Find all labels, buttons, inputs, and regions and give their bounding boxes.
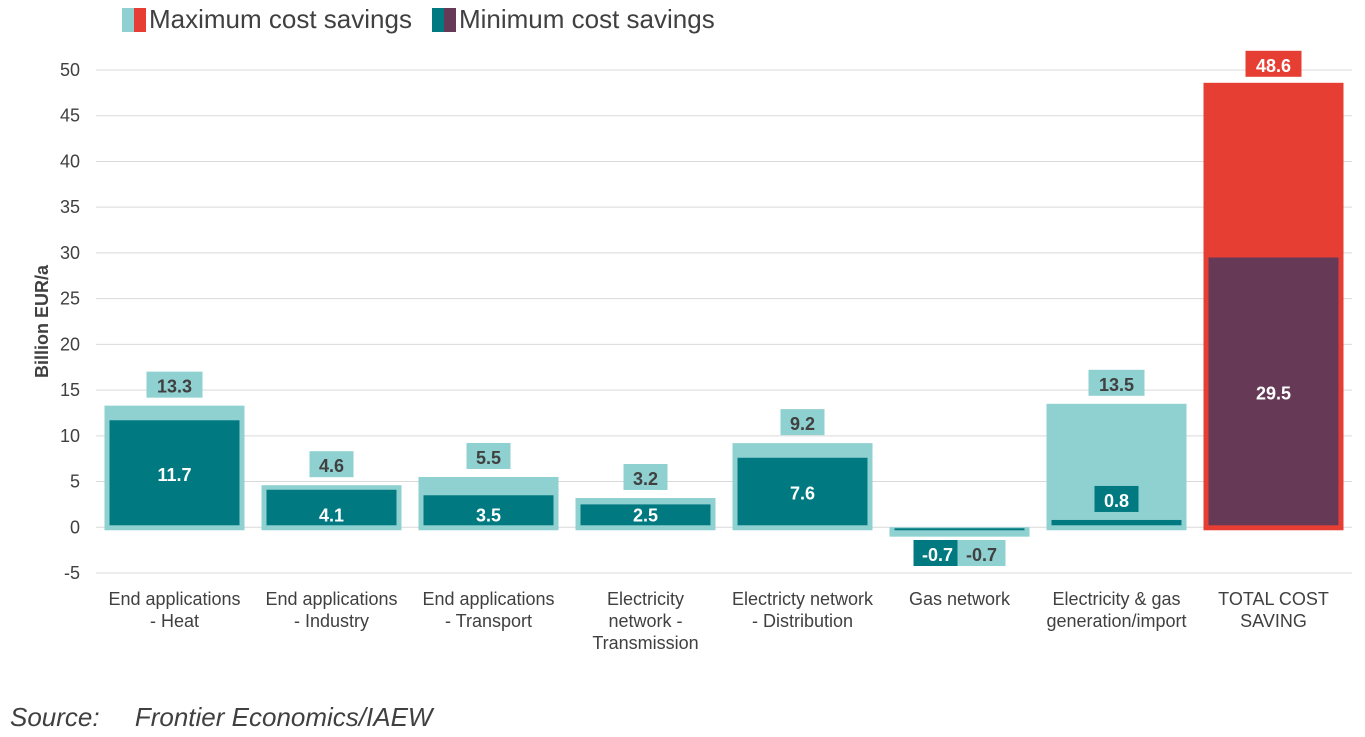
x-tick-label: network - xyxy=(608,611,682,631)
bar-min xyxy=(894,528,1025,531)
bar-min xyxy=(266,489,397,526)
x-tick-label: End applications xyxy=(108,589,240,609)
data-label-max-box xyxy=(466,442,511,469)
y-tick-label: 30 xyxy=(60,243,80,263)
data-label-max-box xyxy=(623,464,668,491)
x-tick-label: Electricity & gas xyxy=(1052,589,1180,609)
legend: Maximum cost savings Minimum cost saving… xyxy=(122,4,735,35)
data-label-min: 4.1 xyxy=(319,505,344,525)
legend-item-min: Minimum cost savings xyxy=(431,4,715,35)
legend-swatch-max xyxy=(122,7,146,32)
data-label-max-box xyxy=(1245,50,1302,77)
y-tick-label: 20 xyxy=(60,334,80,354)
bar-min xyxy=(1208,257,1339,526)
data-label-min: 11.7 xyxy=(157,465,191,485)
data-label-min: 29.5 xyxy=(1256,383,1291,403)
y-tick-label: 5 xyxy=(70,472,80,492)
data-label-max: 3.2 xyxy=(633,469,658,489)
x-tick-label: Transmission xyxy=(592,633,698,653)
data-label-max: 5.5 xyxy=(476,448,501,468)
x-tick-label: generation/import xyxy=(1046,611,1186,631)
y-axis-title: Billion EUR/a xyxy=(32,264,52,378)
data-label-max-box xyxy=(780,409,825,436)
data-label-max: 48.6 xyxy=(1256,56,1291,76)
x-tick-label: SAVING xyxy=(1240,611,1307,631)
y-tick-label: 25 xyxy=(60,289,80,309)
source-text: Frontier Economics/IAEW xyxy=(134,702,433,732)
data-label-max-box xyxy=(309,451,354,478)
source-note: Source: Frontier Economics/IAEW xyxy=(10,702,432,733)
y-tick-label: 35 xyxy=(60,197,80,217)
y-tick-label: 0 xyxy=(70,517,80,537)
data-label-min: -0.7 xyxy=(922,545,953,565)
x-tick-label: Electricty network xyxy=(732,589,874,609)
bar-min xyxy=(423,495,554,526)
bar-min xyxy=(737,457,868,526)
data-label-max: 13.3 xyxy=(157,377,192,397)
data-label-max-box xyxy=(1088,369,1145,396)
legend-swatch-min xyxy=(431,7,456,32)
x-tick-label: Gas network xyxy=(909,589,1011,609)
legend-label-max: Maximum cost savings xyxy=(149,4,412,34)
data-label-min-box xyxy=(913,540,962,566)
data-label-max: 13.5 xyxy=(1099,375,1134,395)
x-tick-label: TOTAL COST xyxy=(1218,589,1329,609)
x-tick-label: - Industry xyxy=(294,611,369,631)
source-label: Source: xyxy=(10,702,100,732)
y-tick-label: 15 xyxy=(60,380,80,400)
data-label-min: 3.5 xyxy=(476,505,501,525)
legend-item-max: Maximum cost savings xyxy=(122,4,412,35)
data-label-min: 0.8 xyxy=(1104,491,1129,511)
data-label-min: 7.6 xyxy=(790,484,815,504)
data-label-min-box xyxy=(1094,485,1139,512)
data-label-min: 2.5 xyxy=(633,505,658,525)
y-tick-label: 40 xyxy=(60,151,80,171)
x-tick-label: - Transport xyxy=(445,611,532,631)
data-label-max: -0.7 xyxy=(966,545,997,565)
x-tick-label: - Distribution xyxy=(752,611,853,631)
data-label-max-box xyxy=(957,540,1006,566)
bar-min xyxy=(1051,519,1182,526)
data-label-max-box xyxy=(146,371,203,398)
legend-label-min: Minimum cost savings xyxy=(458,4,715,34)
data-label-max: 9.2 xyxy=(790,414,815,434)
y-tick-label: 50 xyxy=(60,60,80,80)
bar-min xyxy=(580,504,711,526)
x-tick-label: End applications xyxy=(265,589,397,609)
x-tick-label: - Heat xyxy=(150,611,199,631)
y-tick-label: 45 xyxy=(60,106,80,126)
y-tick-label: 10 xyxy=(60,426,80,446)
x-tick-label: Electricity xyxy=(607,589,684,609)
x-tick-label: End applications xyxy=(422,589,554,609)
bar-max xyxy=(889,527,1030,537)
y-tick-label: -5 xyxy=(64,563,80,583)
bar-min xyxy=(109,420,240,526)
data-label-max: 4.6 xyxy=(319,456,344,476)
